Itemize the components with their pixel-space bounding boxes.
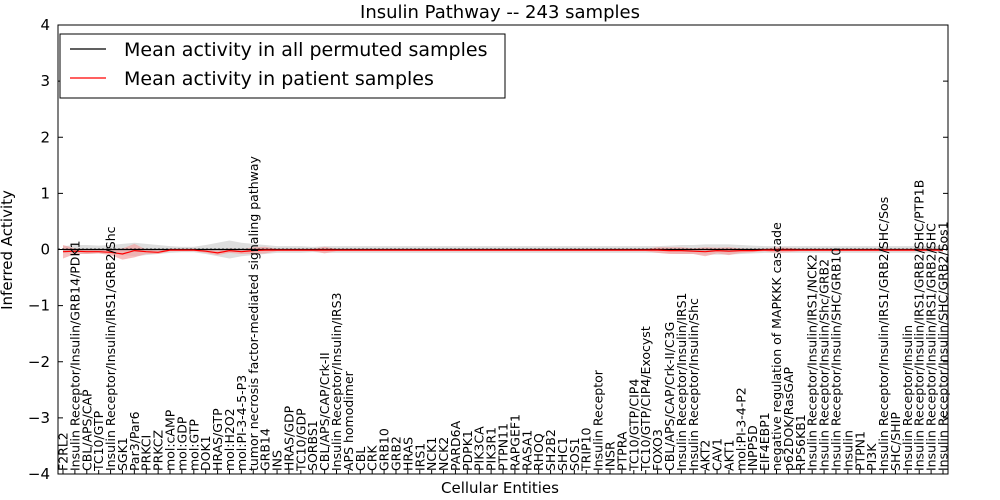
x-category-label: INSR xyxy=(603,441,618,471)
x-category-label: mol:PI-3-4-5-P3 xyxy=(234,375,249,471)
x-category-label: TRIP10 xyxy=(579,427,594,471)
legend-label-patient: Mean activity in patient samples xyxy=(124,68,434,90)
x-category-label: mol:cAMP xyxy=(163,409,178,471)
x-category-label: DOK1 xyxy=(198,435,213,471)
y-tick-label: −3 xyxy=(28,409,50,427)
x-category-label: Par3/Par6 xyxy=(127,411,142,471)
y-tick-label: 2 xyxy=(40,128,50,146)
x-category-label: Insulin Receptor/Insulin/GRB14/PDK1 xyxy=(67,240,82,471)
x-category-label: Insulin Receptor/Insulin/IRS1/GRB2/SHC/S… xyxy=(876,197,891,471)
x-category-label: HRAS/GDP xyxy=(281,405,296,471)
x-category-label: SH2B2 xyxy=(543,429,558,471)
x-category-label: PTPN11 xyxy=(496,423,511,471)
x-category-label: PIK3R1 xyxy=(484,427,499,471)
x-category-label: GRB2 xyxy=(389,436,404,471)
x-category-label: Insulin Receptor xyxy=(591,369,606,471)
y-axis-label: Inferred Activity xyxy=(0,190,16,310)
series-layer xyxy=(62,248,943,255)
x-category-label: TC10/GDP xyxy=(293,408,308,472)
legend: Mean activity in all permuted samples Me… xyxy=(59,33,506,99)
y-tick-label: 0 xyxy=(40,241,50,259)
x-category-label: TC10/GTP xyxy=(91,410,106,472)
x-category-label: Insulin Receptor/Insulin/Shc xyxy=(686,298,701,471)
chart-title: Insulin Pathway -- 243 samples xyxy=(360,2,640,23)
x-category-label: RASA1 xyxy=(519,430,534,471)
x-category-label: CBL/APS/CAP xyxy=(79,389,94,471)
x-category-label: NCK2 xyxy=(436,437,451,471)
x-category-label: F2RL2 xyxy=(56,432,71,471)
x-category-label: PRKCZ xyxy=(151,430,166,471)
legend-box xyxy=(59,33,506,99)
x-category-label: HRAS xyxy=(400,437,415,471)
series-line-1 xyxy=(62,249,943,255)
x-category-label: PDPK1 xyxy=(460,430,475,471)
x-category-label: Insulin xyxy=(840,430,855,471)
x-category-label: Insulin Receptor/Insulin/SHC/GRB2/Sos1 xyxy=(936,221,951,471)
y-tick-label: −4 xyxy=(28,465,50,483)
x-category-label: PTPRA xyxy=(614,431,629,471)
x-category-label: CAV1 xyxy=(710,438,725,471)
y-axis: 4 3 2 1 0 −1 −2 −3 −4 xyxy=(28,16,948,483)
x-category-label: HRAS/GTP xyxy=(210,408,225,471)
x-category-label: EIF4EBP1 xyxy=(757,412,772,471)
x-category-label: AKT1 xyxy=(721,440,736,471)
legend-label-permuted: Mean activity in all permuted samples xyxy=(124,39,487,61)
y-tick-label: −1 xyxy=(28,297,50,315)
x-category-label: SHC1 xyxy=(555,437,570,471)
x-category-label: INPP5D xyxy=(745,425,760,471)
x-category-label: IRS1 xyxy=(412,443,427,471)
x-category-label: SORBS1 xyxy=(305,420,320,471)
x-category-label: Insulin Receptor/Insulin/IRS1/GRB2/SHC/P… xyxy=(912,180,927,471)
x-category-label: GRB14 xyxy=(258,428,273,471)
x-category-label: APS homodimer xyxy=(341,370,356,471)
y-tick-label: 4 xyxy=(40,16,50,34)
x-category-label: mol:GDP xyxy=(174,416,189,471)
y-tick-label: 1 xyxy=(40,184,50,202)
y-tick-label: 3 xyxy=(40,72,50,90)
x-category-label: CRK xyxy=(365,445,380,471)
x-category-label: Insulin Receptor/Insulin/IRS1/GRB2/Shc xyxy=(103,226,118,471)
x-category-label: RHOQ xyxy=(531,433,546,471)
x-category-label: mol:H2O2 xyxy=(222,408,237,471)
x-category-label: mol:GTP xyxy=(186,419,201,471)
y-tick-label: −2 xyxy=(28,353,50,371)
x-category-label: TC10/GTP/CIP4/Exocyst xyxy=(638,326,653,472)
x-category-label: SHC/SHIP xyxy=(888,412,903,471)
x-category-label: INS xyxy=(270,450,285,471)
x-axis-label: Cellular Entities xyxy=(441,479,559,497)
x-category-label: RAPGEF1 xyxy=(507,414,522,471)
x-category-label: p62DOK/RasGAP xyxy=(781,366,796,471)
x-category-label: SOS1 xyxy=(567,437,582,471)
x-category-label: NCK1 xyxy=(424,437,439,471)
x-category-label: Insulin Receptor/Insulin xyxy=(900,325,915,471)
x-category-label: Insulin Receptor/Insulin/IRS3 xyxy=(329,293,344,471)
x-category-label: PTPN1 xyxy=(852,431,867,471)
x-category-label: tumor necrosis factor-mediated signaling… xyxy=(246,155,261,471)
x-category-label: CBL/APS/CAP/Crk-II/C3G xyxy=(662,322,677,471)
x-category-label: AKT2 xyxy=(698,440,713,471)
x-category-label: FOXO3 xyxy=(650,429,665,471)
x-category-label: PARD6A xyxy=(448,420,463,471)
x-category-label: Insulin Receptor/Insulin/IRS1 xyxy=(674,293,689,471)
x-category-label: RPS6KB1 xyxy=(793,414,808,471)
x-category-label: GRB10 xyxy=(377,428,392,471)
x-category-label: negative regulation of MAPKKK cascade xyxy=(769,222,784,471)
series-band-1 xyxy=(63,243,943,260)
x-category-label: Insulin Receptor/Insulin/Shc/GRB2 xyxy=(817,259,832,471)
x-category-label: mol:PI-3-4-P2 xyxy=(733,387,748,471)
x-category-label: Insulin Receptor/Insulin/SHC/GRB10 xyxy=(829,248,844,471)
x-category-label: SGK1 xyxy=(115,437,130,471)
x-category-label: Insulin Receptor/Insulin/IRS1/GRB2/SHC xyxy=(924,223,939,471)
x-category-label: PI3K xyxy=(864,443,879,471)
x-category-label: PIK3CA xyxy=(472,426,487,471)
x-category-label: CBL xyxy=(353,447,368,471)
x-category-label: CBL/APS/CAP/Crk-II xyxy=(317,352,332,471)
x-category-label: PRKCI xyxy=(139,435,154,471)
x-category-label: TC10/GTP/CIP4 xyxy=(626,379,641,472)
x-category-label: Insulin Receptor/Insulin/IRS1/NCK2 xyxy=(805,254,820,471)
